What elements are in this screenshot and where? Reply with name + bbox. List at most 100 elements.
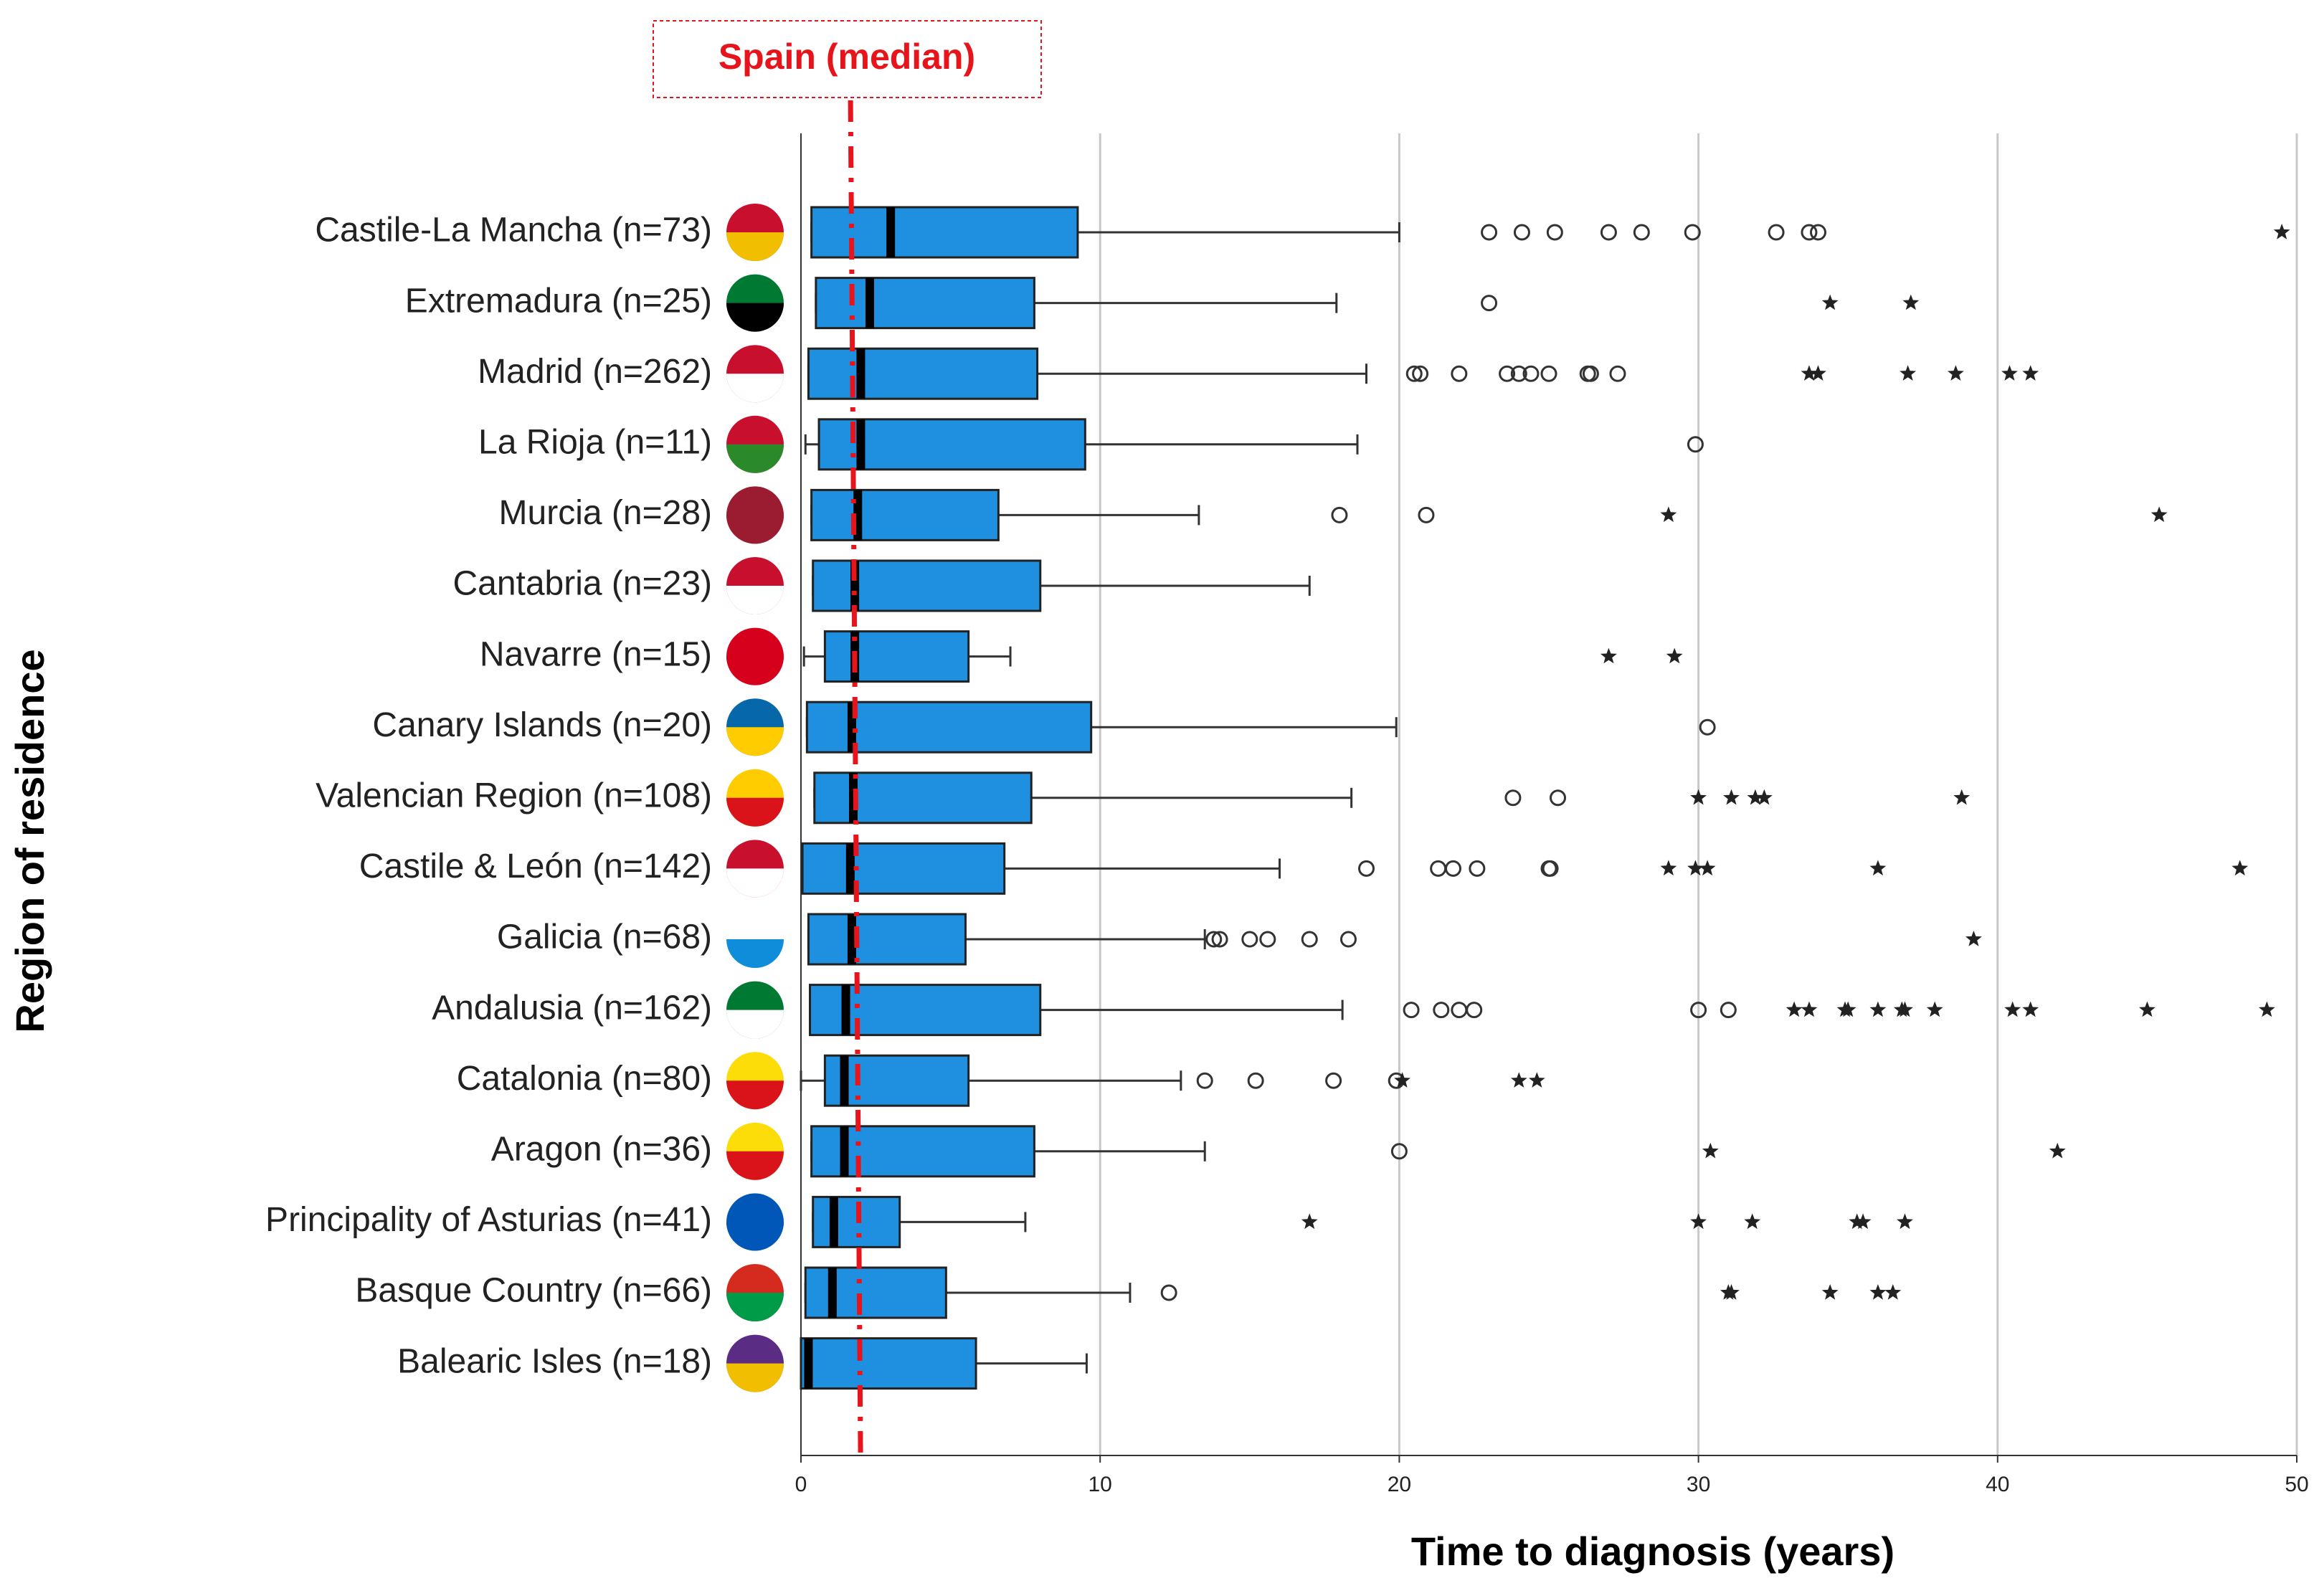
flag-half <box>726 1222 784 1251</box>
extreme <box>1600 647 1617 664</box>
extreme <box>1687 860 1704 876</box>
outlier <box>1466 1002 1483 1019</box>
extreme <box>2004 1001 2021 1017</box>
flag-half <box>726 374 784 403</box>
flag-half <box>726 1293 784 1321</box>
extreme <box>1801 365 1818 381</box>
outlier <box>1451 1002 1468 1019</box>
box <box>804 1266 947 1319</box>
box <box>800 1337 977 1390</box>
flag-half <box>726 656 784 685</box>
extreme <box>1660 506 1677 523</box>
outlier <box>1412 365 1429 382</box>
outlier <box>1481 224 1498 241</box>
extreme <box>1902 294 1920 310</box>
outlier <box>1513 224 1530 241</box>
median <box>886 207 896 257</box>
category-label: Canary Islands (n=20) <box>372 706 712 744</box>
outlier <box>1522 365 1540 382</box>
category-label: Cantabria (n=23) <box>452 565 712 603</box>
median <box>804 1338 813 1389</box>
extreme <box>2273 224 2290 239</box>
extreme <box>1666 647 1683 664</box>
outlier <box>1418 506 1435 523</box>
category-label: Castile-La Mancha (n=73) <box>315 212 712 250</box>
outlier <box>1546 224 1563 241</box>
extreme <box>1869 1001 1887 1017</box>
flag-half <box>726 1363 784 1392</box>
category-label: Castile & León (n=142) <box>359 847 712 885</box>
x-tick-label: 40 <box>1986 1473 2009 1496</box>
extreme <box>1869 860 1887 876</box>
outlier <box>1633 224 1650 241</box>
y-axis-title: Region of residence <box>7 649 52 1032</box>
category-label: Valencian Region (n=108) <box>316 776 712 814</box>
extreme <box>2022 365 2039 381</box>
outlier <box>1499 365 1516 382</box>
extreme <box>1690 789 1707 805</box>
flag-half <box>726 727 784 756</box>
annotation: Spain (median) <box>719 37 975 77</box>
flag-half <box>726 515 784 544</box>
outlier <box>1542 860 1559 877</box>
outlier <box>1510 365 1527 382</box>
median <box>829 1197 838 1248</box>
outlier <box>1690 1002 1707 1019</box>
extreme <box>1869 1284 1887 1300</box>
outlier <box>1339 931 1357 948</box>
outlier <box>1801 224 1818 241</box>
outlier <box>1325 1072 1342 1089</box>
outlier <box>1699 718 1716 736</box>
extreme <box>1702 1142 1719 1159</box>
outlier <box>1247 1072 1264 1089</box>
extreme <box>2258 1001 2275 1017</box>
extreme <box>1900 365 1917 381</box>
box <box>812 559 1042 612</box>
extreme <box>1821 294 1839 310</box>
flag-half <box>726 232 784 261</box>
extreme <box>1965 931 1982 946</box>
outlier <box>1390 1143 1408 1160</box>
category-label: Basque Country (n=66) <box>355 1272 712 1310</box>
outlier <box>1205 931 1223 948</box>
extreme <box>1747 789 1764 805</box>
outlier <box>1684 224 1701 241</box>
category-label: Madrid (n=262) <box>478 353 712 391</box>
extreme <box>1926 1001 1943 1017</box>
median <box>865 277 874 328</box>
x-tick-label: 30 <box>1687 1473 1710 1496</box>
extreme <box>1744 1213 1761 1230</box>
extreme <box>1394 1072 1410 1088</box>
flag-half <box>726 797 784 827</box>
extreme <box>1897 1001 1913 1017</box>
outlier <box>1550 789 1567 807</box>
extreme <box>1948 365 1964 381</box>
flag-half <box>726 939 784 968</box>
median <box>856 348 866 399</box>
box <box>801 842 1006 895</box>
flag-half <box>726 868 784 898</box>
box <box>823 1054 970 1107</box>
outlier <box>1405 365 1423 382</box>
outlier <box>1160 1284 1177 1301</box>
outlier <box>1301 931 1318 948</box>
box <box>807 347 1039 400</box>
outlier <box>1687 436 1704 453</box>
extreme <box>1854 1213 1872 1230</box>
box <box>823 630 970 683</box>
flag-half <box>726 586 784 614</box>
flag-half <box>726 303 784 332</box>
outlier <box>1403 1002 1420 1019</box>
flag-half <box>726 1080 784 1110</box>
extreme <box>1884 1284 1902 1300</box>
median <box>840 1055 849 1106</box>
flag-half <box>726 1010 784 1039</box>
extreme <box>1953 789 1971 805</box>
extreme <box>2022 1001 2039 1017</box>
outlier <box>1196 1072 1213 1089</box>
category-label: La Rioja (n=11) <box>478 423 712 461</box>
category-label: Principality of Asturias (n=41) <box>265 1201 712 1239</box>
outlier <box>1582 365 1599 382</box>
category-label: Extremadura (n=25) <box>405 282 712 320</box>
outlier <box>1433 1002 1450 1019</box>
